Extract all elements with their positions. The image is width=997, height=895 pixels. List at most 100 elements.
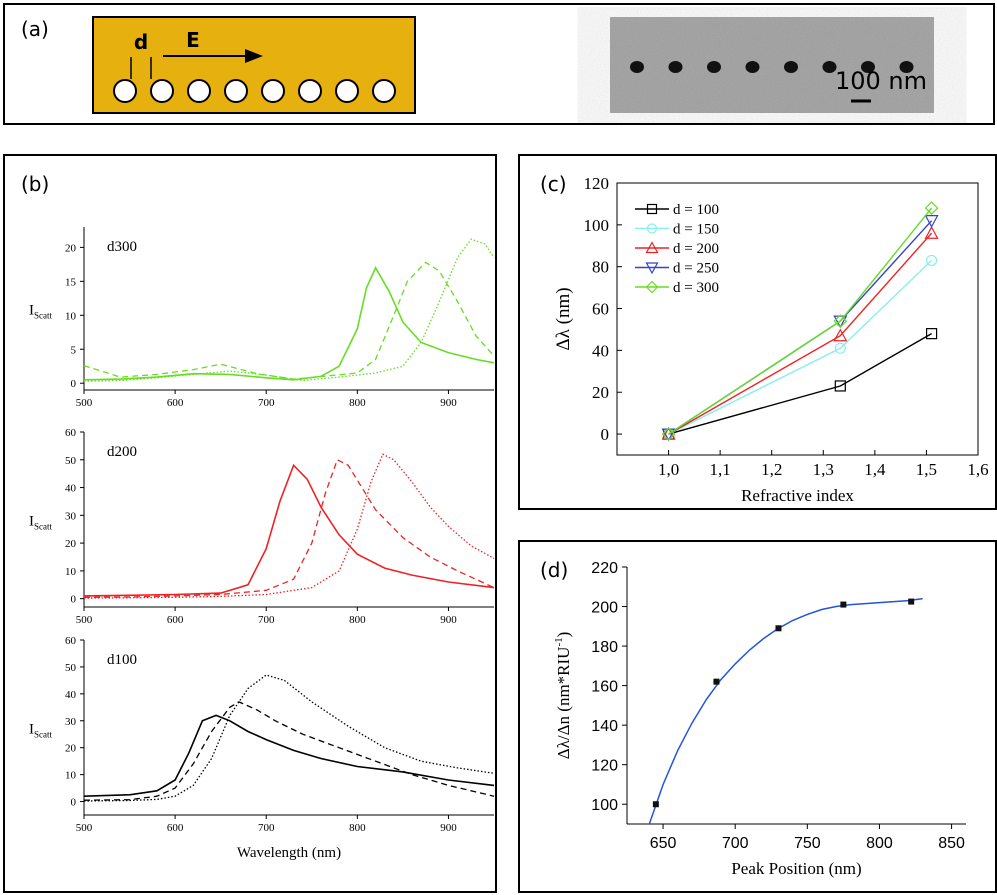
series-line	[668, 332, 932, 435]
sem-hole	[899, 61, 914, 73]
series-line	[668, 232, 933, 435]
y-axis-label-end: )	[554, 632, 573, 638]
refractive-chart: 1,0 1,1 1,2 1,3 1,4 1,5 1,6 0 20 40 60 80 100 120 Refr…	[553, 174, 989, 505]
spectrum-chart-d200: 500 600 700 800 900 0 10 20 30 40 50 60 d200 IScatt	[29, 427, 495, 626]
y-tick-label: 140	[591, 718, 618, 735]
marker-diamond	[924, 201, 939, 215]
panel-c-chart: 1,0 1,1 1,2 1,3 1,4 1,5 1,6 0 20 40 60 80 100 120 Refr…	[553, 174, 989, 505]
panel-c: (c) 1,0 1,1 1,2 1,3 1,4 1,5 1,6 0 20 40 60 80 100 120…	[518, 154, 997, 510]
y-axis-label-sub: Scatt	[34, 311, 52, 321]
panel-b-label: (b)	[21, 172, 50, 196]
y-tick-label: 200	[591, 600, 618, 617]
x-axis-label: Wavelength (nm)	[237, 845, 341, 861]
y-tick-label: 40	[65, 689, 77, 701]
gold-substrate	[92, 16, 416, 114]
y-tick-label: 20	[65, 242, 77, 254]
data-point	[775, 625, 782, 632]
marker-diamond	[645, 280, 659, 294]
sem-hole	[784, 61, 798, 73]
nanohole	[187, 79, 211, 103]
y-tick-label: 5	[71, 344, 77, 356]
series-line-solid	[83, 463, 495, 597]
y-tick-label: 0	[601, 425, 610, 444]
marker-triangle-down	[645, 262, 659, 275]
y-tick-label: 100	[584, 216, 610, 235]
series-title: d100	[107, 652, 137, 668]
sem-hole	[668, 61, 683, 73]
scale-bar-label: 100 nm	[835, 67, 927, 95]
y-tick-label: 60	[592, 300, 609, 319]
y-tick-label: 0	[71, 378, 77, 390]
marker-circle	[925, 254, 938, 267]
fit-curve	[648, 597, 923, 824]
panel-b: (b) 500 600 700 800 900 0 5 10 15 20 d300 IScatt 500…	[3, 154, 497, 893]
sensitivity-chart: 650 700 750 800 850 100 120 140 160 180 200 220 Peak…	[553, 560, 966, 878]
series-title: d300	[107, 239, 137, 255]
series-line	[668, 207, 933, 435]
marker-triangle-down	[661, 428, 676, 442]
marker-circle	[646, 223, 658, 234]
x-tick-label: 500	[76, 397, 93, 409]
marker-triangle-up	[924, 225, 939, 239]
y-axis-label: Δλ/Δn (nm*RIU-1)	[553, 632, 573, 760]
y-axis-label: IScatt	[29, 303, 52, 321]
nanohole	[335, 79, 359, 103]
x-tick-label: 1,1	[710, 460, 731, 479]
x-tick-label: 900	[440, 614, 457, 626]
panel-d-label: (d)	[540, 558, 569, 582]
y-tick-label: 220	[591, 560, 618, 577]
field-arrow-head	[245, 49, 263, 63]
y-tick-label: 10	[65, 770, 77, 782]
y-tick-label: 100	[591, 797, 618, 814]
data-point	[840, 601, 847, 608]
series-line-dotted	[83, 674, 495, 802]
sem-texture	[610, 17, 934, 113]
sem-hole	[745, 61, 760, 73]
marker-diamond	[661, 427, 676, 441]
y-tick-label: 0	[71, 797, 77, 809]
y-axis-label-main: Δλ/Δn (nm*RIU	[554, 647, 573, 760]
y-axis-label-sub: Scatt	[34, 522, 52, 532]
legend-label: d = 100	[673, 202, 719, 218]
panel-a: (a) d E 100 nm	[3, 3, 995, 125]
y-tick-label: 40	[65, 483, 77, 495]
x-tick-label: 600	[167, 397, 184, 409]
legend-label: d = 200	[673, 241, 719, 257]
sem-hole	[707, 61, 721, 73]
nanohole	[372, 79, 396, 103]
y-tick-label: 120	[591, 758, 618, 775]
panel-a-label: (a)	[21, 17, 49, 41]
legend-label: d = 300	[673, 280, 719, 296]
marker-triangle-up	[645, 241, 659, 254]
series-line-dashed	[83, 458, 495, 598]
x-tick-label: 650	[650, 835, 677, 852]
y-tick-label: 30	[65, 510, 77, 522]
nanohole-array	[113, 79, 396, 103]
x-tick-label: 900	[440, 822, 457, 834]
x-tick-label: 800	[349, 397, 366, 409]
x-tick-label: 1,0	[658, 460, 679, 479]
y-tick-label: 120	[584, 174, 610, 193]
spectrum-chart-d100: 500 600 700 800 900 0 10 20 30 40 50 60 d100 IScatt Wa…	[29, 635, 495, 861]
marker-square	[646, 203, 658, 215]
nanohole	[298, 79, 322, 103]
series-line-solid	[83, 714, 495, 797]
series-d300	[661, 201, 939, 441]
plot-frame	[616, 182, 979, 456]
series-line-solid	[83, 266, 495, 381]
y-tick-label: 50	[65, 662, 77, 674]
series-line-dotted	[83, 453, 495, 599]
e-label: E	[186, 28, 200, 52]
x-tick-label: 700	[258, 614, 275, 626]
x-tick-label: 1,6	[967, 460, 988, 479]
marker-triangle-up	[833, 328, 848, 342]
sem-hole	[861, 61, 875, 73]
legend-label: d = 250	[673, 261, 719, 277]
y-tick-label: 20	[592, 383, 609, 402]
spectrum-chart-d300: 500 600 700 800 900 0 5 10 15 20 d300 IScatt	[29, 227, 495, 409]
y-tick-label: 80	[592, 258, 609, 277]
x-tick-label: 800	[349, 822, 366, 834]
y-axis-label-sup: -1	[553, 637, 565, 646]
x-tick-label: 700	[722, 835, 749, 852]
